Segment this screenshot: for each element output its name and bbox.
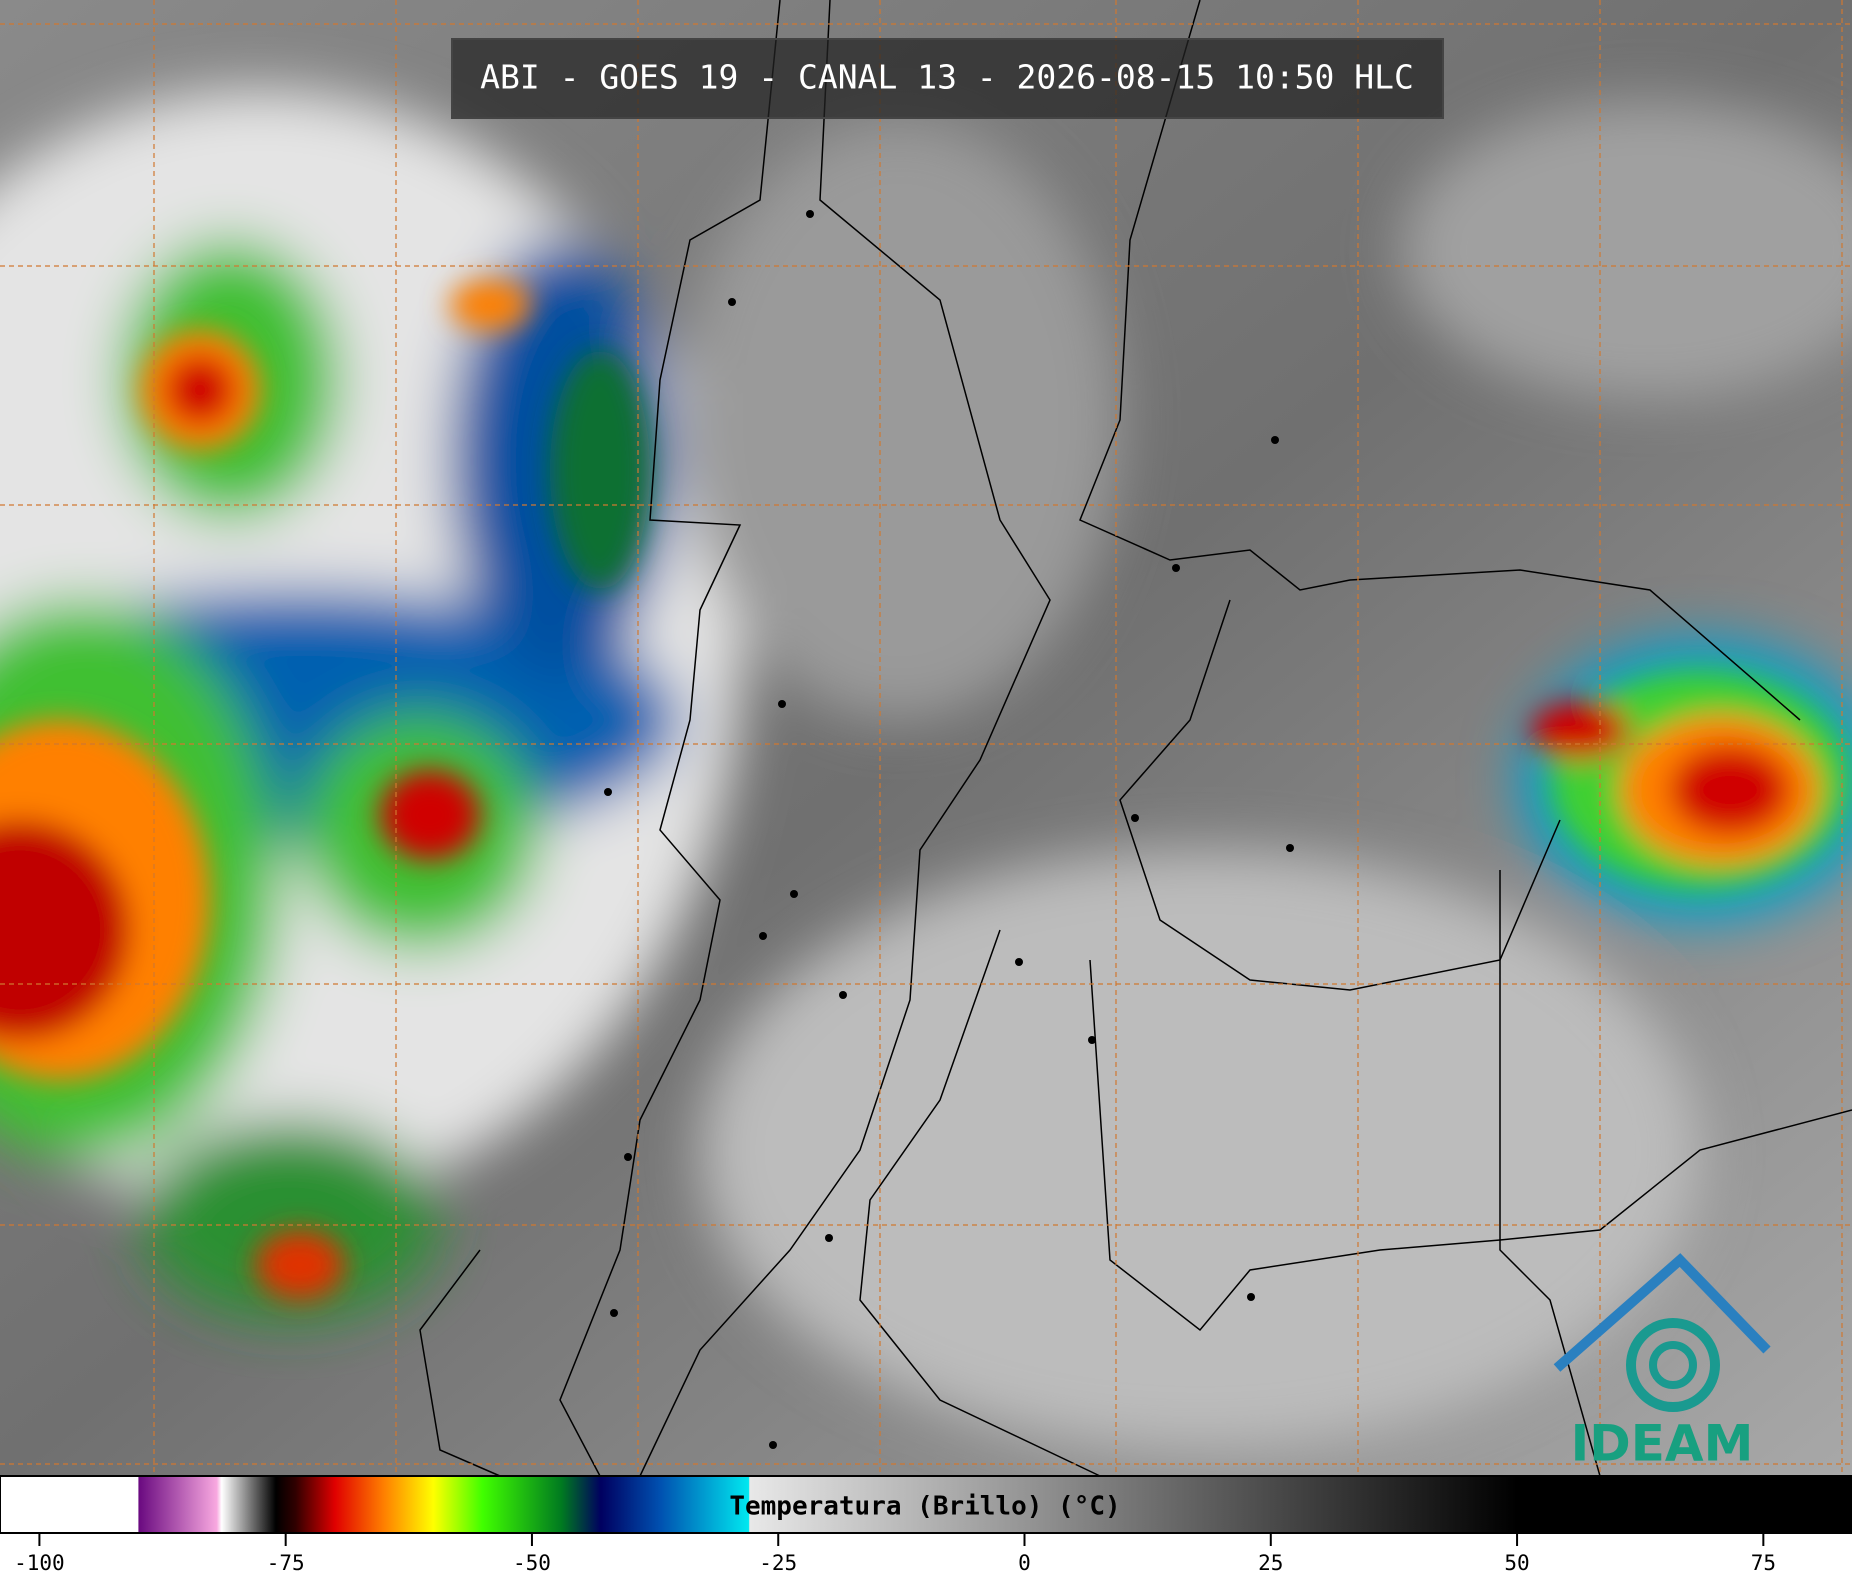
map-grid <box>0 0 1852 1476</box>
colorbar-tick-label: -75 <box>267 1551 305 1575</box>
colorbar-tick-label: -25 <box>759 1551 797 1575</box>
title-box: ABI - GOES 19 - CANAL 13 - 2026-08-15 10… <box>451 38 1444 119</box>
colorbar-tick-label: 75 <box>1751 1551 1776 1575</box>
borders <box>419 0 1852 1477</box>
colorbar-tick-label: 50 <box>1504 1551 1529 1575</box>
satellite-image <box>0 0 1852 1477</box>
colorbar-label: Temperatura (Brillo) (°C) <box>729 1492 1120 1522</box>
colorbar-tick-label: -100 <box>14 1551 65 1575</box>
colorbar: Temperatura (Brillo) (°C) -100 -75 -50 -25 0… <box>0 1475 1852 1577</box>
logo-text: IDEAM <box>1571 1415 1754 1473</box>
colorbar-bar <box>0 1475 1852 1534</box>
colorbar-tick-label: -50 <box>513 1551 551 1575</box>
colorbar-tick-label: 0 <box>1018 1551 1031 1575</box>
logo: IDEAM <box>1553 1253 1771 1473</box>
colorbar-tick-label: 25 <box>1258 1551 1283 1575</box>
title: ABI - GOES 19 - CANAL 13 - 2026-08-15 10… <box>480 58 1414 97</box>
city-dots <box>604 210 1294 1449</box>
